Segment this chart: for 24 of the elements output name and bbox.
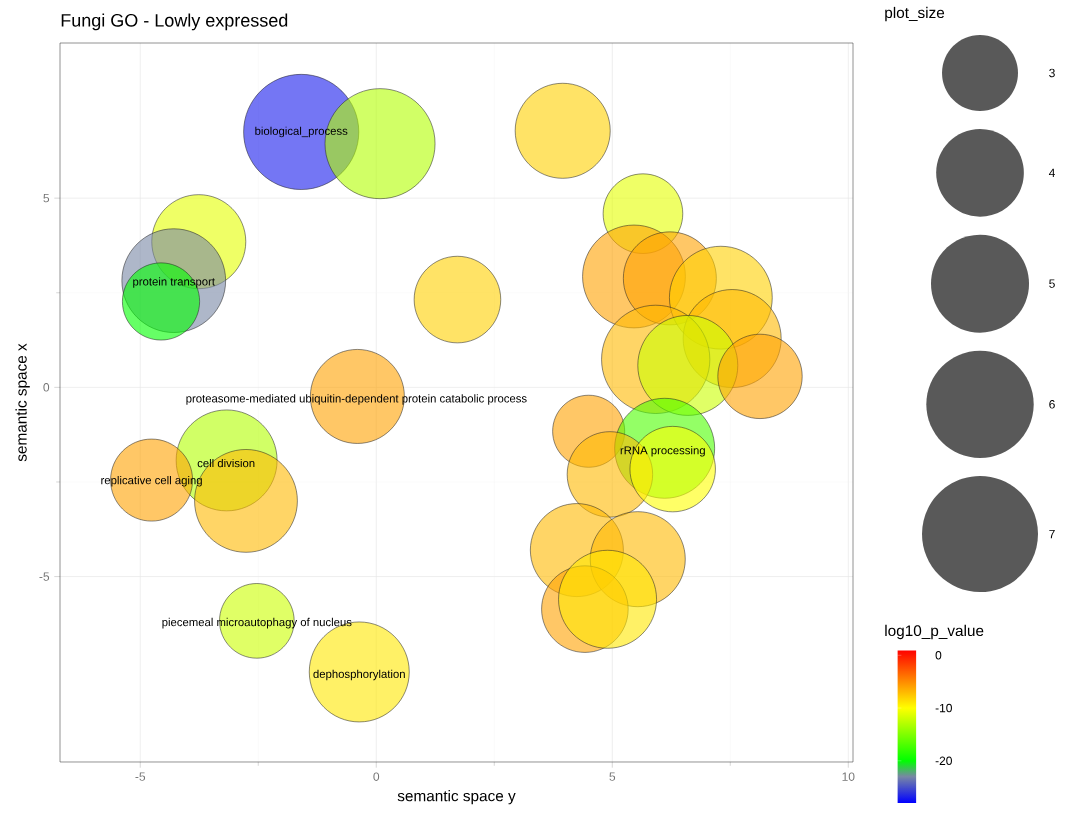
legend-label: 7 (1049, 529, 1055, 539)
y-axis-title: semantic space x (15, 343, 30, 462)
color-bar-label: 0 (935, 651, 942, 660)
x-tick-label: 0 (373, 772, 380, 781)
y-tick-label: 5 (43, 193, 50, 203)
color-bar-label: -20 (935, 756, 952, 766)
x-tick-label: -5 (135, 772, 146, 781)
legend-label: 3 (1049, 68, 1055, 78)
x-tick-label: 10 (842, 772, 855, 781)
color-bar-label: -10 (935, 703, 952, 713)
legend-label: 4 (1048, 168, 1055, 177)
x-axis-title: semantic space y (397, 790, 516, 805)
annotation: rRNA processing (620, 446, 705, 457)
color-bar-title: log10_p_value (885, 624, 984, 640)
annotation: dephosphorylation (313, 669, 405, 681)
annotation: cell division (197, 458, 255, 468)
annotation: protein transport (133, 277, 215, 288)
y-tick-label: -5 (39, 572, 50, 581)
legend-label: 6 (1049, 400, 1055, 409)
y-tick-label: 0 (43, 383, 50, 392)
legend-title: plot_size (885, 6, 945, 22)
legend-label: 5 (1049, 279, 1055, 288)
x-tick-label: 5 (609, 772, 616, 781)
chart-title: Fungi GO - Lowly expressed (61, 13, 288, 31)
